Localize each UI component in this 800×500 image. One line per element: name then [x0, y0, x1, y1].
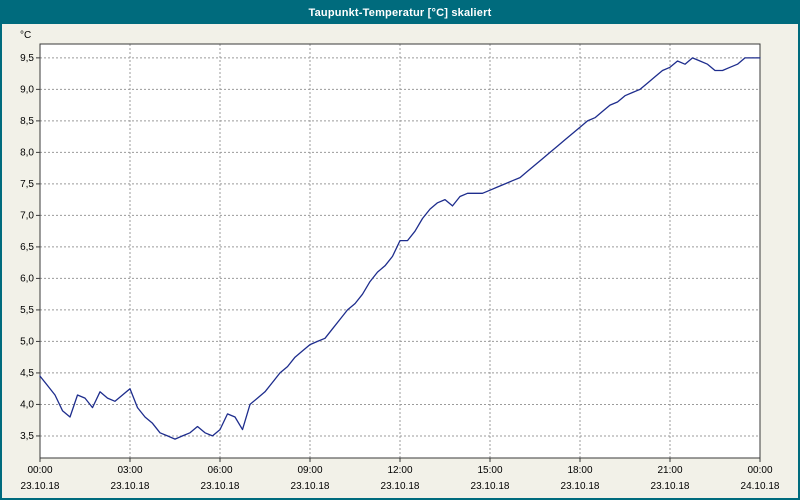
- x-tick-date-label: 23.10.18: [561, 481, 600, 492]
- y-tick-label: 5,0: [20, 336, 34, 347]
- y-tick-label: 5,5: [20, 305, 34, 316]
- plot-border: [39, 43, 761, 459]
- x-tick-date-label: 24.10.18: [741, 481, 780, 492]
- x-tick-date-label: 23.10.18: [471, 481, 510, 492]
- x-tick-date-label: 23.10.18: [291, 481, 330, 492]
- temperature-series-line: [39, 57, 761, 440]
- x-tick-time-label: 00:00: [27, 465, 52, 476]
- title-bar: Taupunkt-Temperatur [°C] skaliert: [2, 2, 798, 24]
- x-tick-date-label: 23.10.18: [651, 481, 690, 492]
- x-tick-date-label: 23.10.18: [201, 481, 240, 492]
- x-tick-time-label: 03:00: [117, 465, 142, 476]
- plot-area: [40, 44, 760, 458]
- x-tick-date-label: 23.10.18: [21, 481, 60, 492]
- x-tick-time-label: 00:00: [747, 465, 772, 476]
- x-tick-time-label: 12:00: [387, 465, 412, 476]
- x-tick-time-label: 18:00: [567, 465, 592, 476]
- y-tick-label: 7,0: [20, 210, 34, 221]
- y-tick-label: 4,5: [20, 368, 34, 379]
- y-tick-label: 8,0: [20, 147, 34, 158]
- x-tick-time-label: 21:00: [657, 465, 682, 476]
- y-tick-label: 6,0: [20, 273, 34, 284]
- y-tick-label: 9,5: [20, 53, 34, 64]
- x-tick-time-label: 15:00: [477, 465, 502, 476]
- x-tick-time-label: 09:00: [297, 465, 322, 476]
- x-tick-date-label: 23.10.18: [381, 481, 420, 492]
- y-tick-label: 6,5: [20, 242, 34, 253]
- chart-region: 3,5 4,0 4,5 5,0 5,5 6,0 6,5 7,0 7,5 8,0 8,5 9,0 9,5 0…: [2, 24, 798, 498]
- y-tick-label: 3,5: [20, 431, 34, 442]
- y-tick-label: 7,5: [20, 179, 34, 190]
- y-tick-label: 8,5: [20, 116, 34, 127]
- chart-title: Taupunkt-Temperatur [°C] skaliert: [308, 7, 492, 19]
- y-tick-label: 9,0: [20, 84, 34, 95]
- x-tick-time-label: 06:00: [207, 465, 232, 476]
- y-tick-label: 4,0: [20, 399, 34, 410]
- y-axis-unit-label: °C: [20, 30, 31, 41]
- chart-svg: 3,5 4,0 4,5 5,0 5,5 6,0 6,5 7,0 7,5 8,0 8,5 9,0 9,5 0…: [20, 30, 780, 492]
- x-tick-date-label: 23.10.18: [111, 481, 150, 492]
